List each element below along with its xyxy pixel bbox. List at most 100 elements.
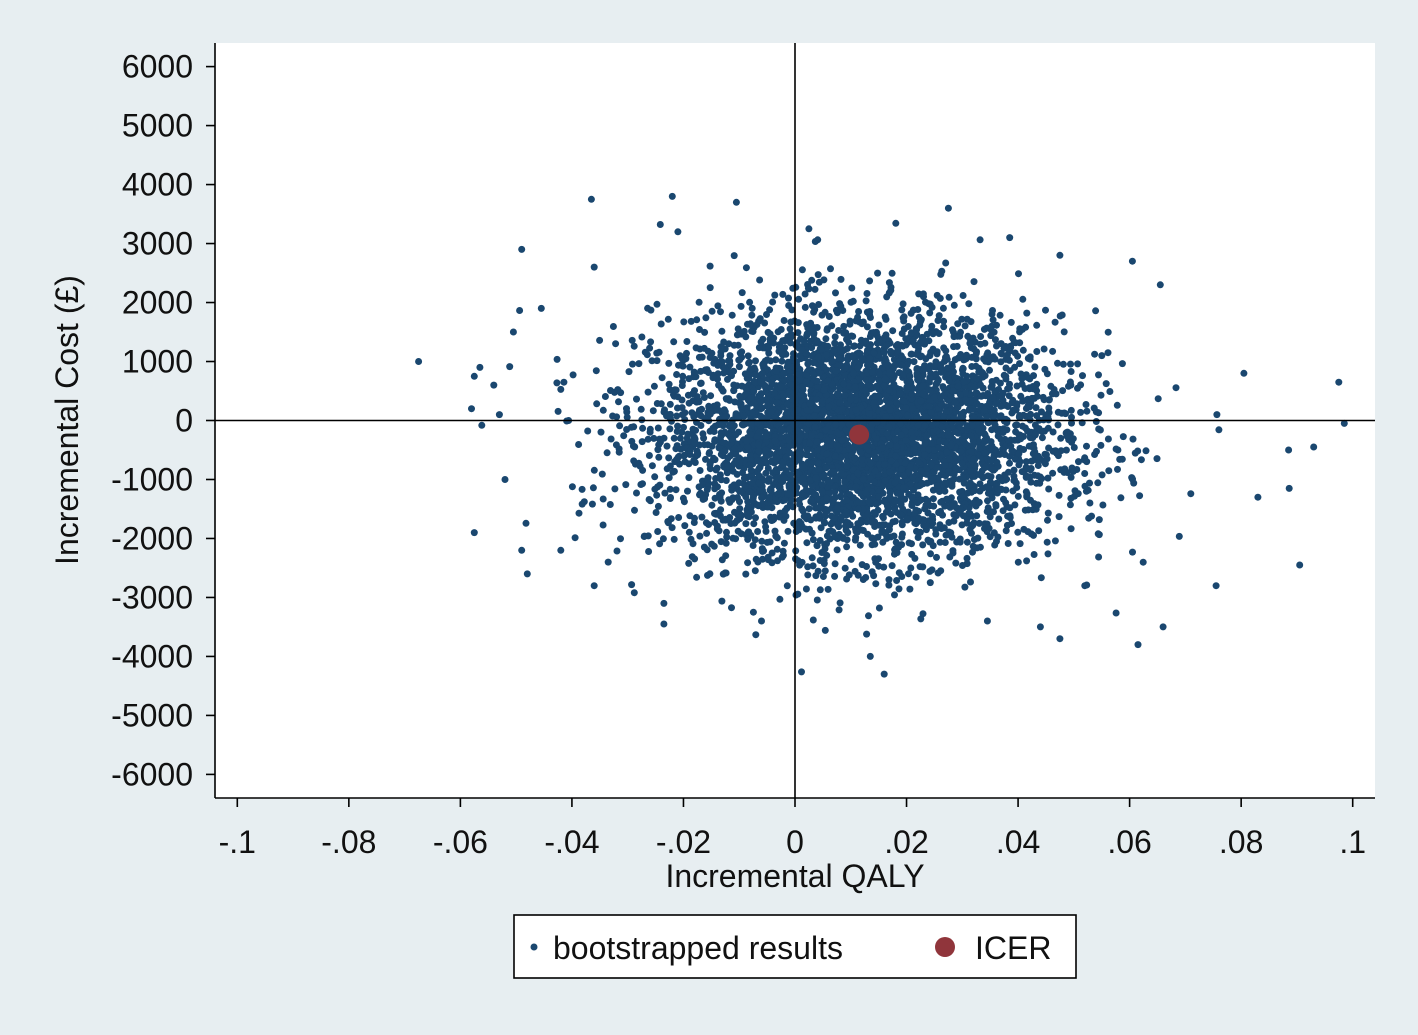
data-point xyxy=(829,468,837,476)
data-point xyxy=(685,375,693,383)
data-point xyxy=(938,267,946,275)
data-point xyxy=(989,466,997,474)
data-point xyxy=(744,352,752,360)
data-point xyxy=(808,554,816,562)
data-point xyxy=(706,410,714,418)
data-point xyxy=(881,375,889,383)
data-point xyxy=(887,347,895,355)
data-point xyxy=(786,442,794,450)
data-point xyxy=(739,469,746,477)
data-point xyxy=(750,520,758,528)
data-point xyxy=(1057,447,1065,455)
data-point xyxy=(811,412,818,420)
data-point xyxy=(812,474,820,482)
data-point xyxy=(843,543,851,551)
data-point xyxy=(699,481,707,489)
data-point xyxy=(970,383,978,391)
data-point xyxy=(1057,434,1065,442)
data-point xyxy=(1099,501,1107,509)
data-point xyxy=(1019,346,1027,354)
data-point xyxy=(742,264,750,272)
data-point xyxy=(1040,345,1048,353)
data-point xyxy=(1028,394,1036,402)
data-point xyxy=(633,489,640,497)
data-point xyxy=(825,527,833,535)
data-point xyxy=(881,477,889,485)
data-point xyxy=(571,534,579,542)
data-point xyxy=(1033,321,1041,329)
data-point xyxy=(880,563,888,571)
data-point xyxy=(709,374,717,382)
data-point xyxy=(742,520,750,528)
data-point xyxy=(1040,396,1048,404)
data-point xyxy=(655,348,663,356)
data-point xyxy=(780,474,788,482)
data-point xyxy=(966,405,974,413)
data-point xyxy=(835,354,843,362)
data-point xyxy=(1097,391,1105,399)
data-point xyxy=(647,338,655,346)
data-point xyxy=(836,300,844,308)
data-point xyxy=(676,352,684,360)
data-point xyxy=(762,432,770,440)
data-point xyxy=(881,498,889,505)
data-point xyxy=(1017,435,1025,443)
data-point xyxy=(919,563,927,571)
data-point xyxy=(956,535,964,543)
data-point xyxy=(813,438,821,446)
data-point xyxy=(899,300,907,308)
data-point xyxy=(1172,384,1180,392)
data-point xyxy=(822,335,830,343)
data-point xyxy=(880,461,888,468)
data-point xyxy=(893,549,901,557)
data-point xyxy=(913,350,921,358)
data-point xyxy=(1037,574,1045,582)
data-point xyxy=(899,314,907,322)
data-point xyxy=(805,505,813,513)
data-point xyxy=(996,379,1004,387)
data-point xyxy=(888,269,896,277)
data-point xyxy=(870,349,878,357)
data-point xyxy=(866,308,874,315)
data-point xyxy=(952,464,960,472)
data-point xyxy=(913,370,921,378)
data-point xyxy=(693,316,701,324)
data-point xyxy=(1094,479,1102,487)
data-point xyxy=(1027,465,1035,472)
data-point xyxy=(814,236,822,244)
data-point xyxy=(755,428,763,436)
data-point xyxy=(900,484,907,492)
data-point xyxy=(898,530,906,538)
data-point xyxy=(929,495,937,503)
data-point xyxy=(873,382,880,390)
data-point xyxy=(1106,388,1114,395)
data-point xyxy=(854,469,862,477)
data-point xyxy=(598,470,606,478)
data-point xyxy=(916,528,924,536)
data-point xyxy=(1015,450,1023,458)
data-point xyxy=(909,405,917,412)
data-point xyxy=(607,435,615,443)
data-point xyxy=(885,576,893,584)
data-point xyxy=(678,411,686,419)
data-point xyxy=(625,368,633,376)
data-point xyxy=(1027,496,1034,504)
data-point xyxy=(776,595,784,603)
data-point xyxy=(720,406,728,414)
data-point xyxy=(823,494,831,502)
data-point xyxy=(893,442,901,450)
data-point xyxy=(798,505,806,513)
data-point xyxy=(845,338,853,346)
data-point xyxy=(957,448,965,455)
data-point xyxy=(935,330,943,337)
data-point xyxy=(979,484,987,492)
data-point xyxy=(950,470,958,478)
data-point xyxy=(754,441,762,449)
data-point xyxy=(830,514,838,522)
data-point xyxy=(773,454,781,462)
data-point xyxy=(1082,401,1090,408)
data-point xyxy=(757,397,765,405)
data-point xyxy=(777,383,785,391)
data-point xyxy=(804,360,812,368)
